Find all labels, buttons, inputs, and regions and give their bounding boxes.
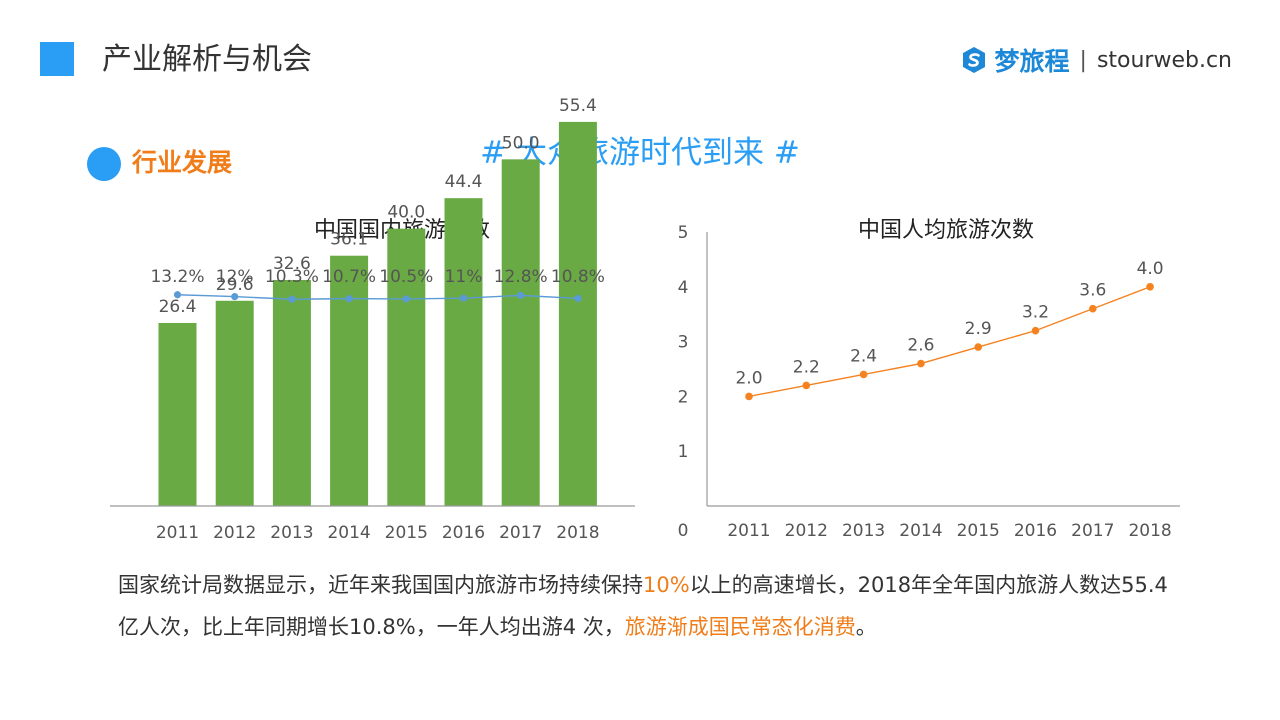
bar-label-2015: 40.0	[387, 203, 425, 223]
growth-label-2012: 12%	[216, 267, 254, 287]
line-y-tick-3: 3	[678, 333, 689, 353]
growth-label-2011: 13.2%	[150, 267, 204, 287]
bar-label-2016: 44.4	[445, 172, 483, 192]
growth-label-2014: 10.7%	[322, 267, 376, 287]
line-point-2017	[1089, 304, 1097, 313]
growth-point-2012	[231, 293, 239, 301]
section-bullet-icon	[87, 147, 121, 181]
line-label-2014: 2.6	[907, 336, 934, 356]
line-y-tick-5: 5	[678, 223, 689, 243]
line-x-tick-2013: 2013	[842, 521, 885, 541]
bar-2018	[558, 121, 597, 506]
line-label-2013: 2.4	[850, 346, 877, 366]
brand-url: stourweb.cn	[1096, 47, 1232, 73]
summary-text: 国家统计局数据显示，近年来我国国内旅游市场持续保持10%以上的高速增长，2018…	[118, 564, 1178, 648]
line-x-tick-2014: 2014	[899, 521, 942, 541]
header-accent-square	[40, 42, 74, 76]
bar-label-2012: 29.6	[216, 275, 254, 295]
bar-2015	[387, 228, 426, 506]
growth-point-2013	[288, 295, 296, 303]
bar-2012	[215, 300, 254, 506]
growth-rate-line	[177, 294, 578, 300]
brand-logo-icon	[962, 47, 985, 73]
brand-name: 梦旅程	[994, 47, 1070, 76]
bar-x-tick-2018: 2018	[556, 523, 599, 543]
bar-x-tick-2017: 2017	[499, 523, 542, 543]
summary-highlight-1: 10%	[643, 573, 690, 597]
line-point-2013	[859, 370, 868, 379]
growth-point-2014	[345, 295, 353, 303]
bar-x-tick-2015: 2015	[385, 523, 428, 543]
growth-point-2018	[574, 294, 582, 303]
summary-part-2: 以上的高速增长，2018年全年国内旅游人数达55.4亿人次，比上年同期增长10.…	[118, 573, 1168, 639]
summary-highlight-2: 旅游渐成国民常态化消费	[624, 615, 856, 639]
line-y-tick-0: 0	[678, 521, 689, 541]
line-x-tick-2012: 2012	[785, 521, 828, 541]
line-label-2012: 2.2	[793, 357, 820, 377]
page-title: 产业解析与机会	[102, 42, 312, 77]
line-x-tick-2015: 2015	[957, 521, 1000, 541]
line-point-2012	[802, 381, 811, 390]
bar-x-tick-2012: 2012	[213, 523, 256, 543]
growth-point-2017	[517, 291, 525, 299]
line-label-2015: 2.9	[965, 319, 992, 339]
line-point-2014	[917, 359, 925, 368]
bar-2013	[272, 279, 311, 506]
line-x-tick-2018: 2018	[1128, 521, 1171, 541]
growth-label-2016: 11%	[445, 267, 483, 287]
bar-x-tick-2016: 2016	[442, 523, 485, 543]
bar-label-2018: 55.4	[559, 96, 597, 116]
growth-label-2013: 10.3%	[265, 267, 319, 287]
section-label: 行业发展	[132, 148, 233, 177]
growth-point-2016	[459, 294, 468, 302]
line-label-2017: 3.6	[1079, 281, 1106, 301]
line-x-tick-2016: 2016	[1014, 521, 1057, 541]
bar-label-2011: 26.4	[159, 297, 197, 317]
line-y-tick-2: 2	[678, 387, 689, 407]
line-point-2018	[1146, 283, 1154, 291]
line-point-2016	[1031, 326, 1040, 335]
bar-2014	[330, 255, 369, 506]
line-label-2011: 2.0	[735, 368, 762, 388]
summary-part-3: 。	[855, 615, 877, 639]
per-capita-line	[748, 286, 1151, 398]
growth-label-2018: 10.8%	[551, 267, 605, 287]
bar-label-2014: 36.1	[330, 230, 368, 250]
bar-2016	[444, 198, 483, 506]
line-point-2011	[745, 392, 753, 401]
bar-x-tick-2014: 2014	[327, 523, 370, 543]
growth-point-2011	[173, 291, 182, 299]
line-y-tick-4: 4	[678, 278, 689, 298]
line-y-tick-1: 1	[678, 442, 689, 462]
summary-part-1: 国家统计局数据显示，近年来我国国内旅游市场持续保持	[118, 573, 643, 597]
growth-point-2015	[402, 295, 410, 303]
line-x-tick-2011: 2011	[727, 521, 770, 541]
charts-canvas: 中国国内旅游人数26.4201129.6201232.6201336.12014…	[110, 96, 1180, 543]
line-x-tick-2017: 2017	[1071, 521, 1114, 541]
line-label-2016: 3.2	[1022, 303, 1049, 323]
bar-x-tick-2013: 2013	[270, 523, 313, 543]
growth-label-2017: 12.8%	[494, 267, 548, 287]
bar-label-2013: 32.6	[273, 254, 311, 274]
growth-label-2015: 10.5%	[379, 267, 433, 287]
brand: 梦旅程 | stourweb.cn	[959, 42, 1232, 78]
bar-2017	[501, 159, 540, 507]
brand-separator: |	[1079, 47, 1087, 73]
line-label-2018: 4.0	[1137, 259, 1164, 279]
line-chart-title: 中国人均旅游次数	[858, 218, 1034, 243]
line-point-2015	[974, 343, 982, 351]
bar-x-tick-2011: 2011	[156, 523, 199, 543]
bar-label-2017: 50.0	[502, 133, 540, 153]
bar-2011	[158, 322, 197, 506]
